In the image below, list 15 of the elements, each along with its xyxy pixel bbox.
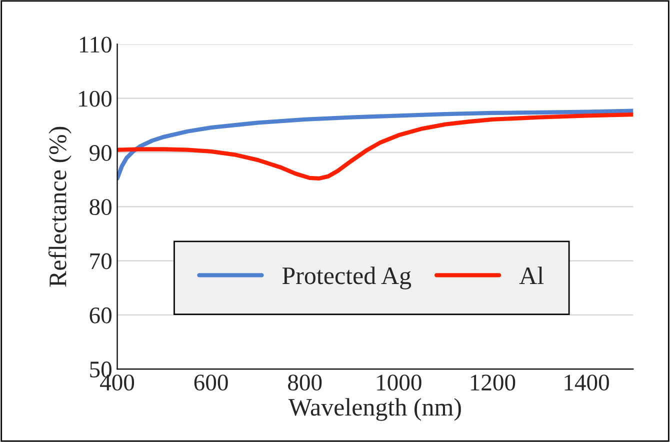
x-tick-label: 1400 (564, 374, 609, 391)
y-tick-label: 70 (90, 253, 112, 270)
legend-label: Protected Ag (282, 266, 412, 290)
y-axis-title: Reflectance (%) (48, 126, 72, 287)
y-tick-label: 60 (90, 307, 112, 324)
y-tick-label: 90 (90, 144, 112, 161)
x-tick-label: 600 (194, 374, 228, 391)
x-axis-title: Wavelength (nm) (288, 398, 461, 421)
y-tick-label: 80 (90, 199, 112, 216)
x-tick-label: 1000 (377, 374, 422, 391)
y-tick-label: 100 (79, 90, 112, 107)
x-tick-label: 800 (288, 374, 322, 391)
y-tick-label: 110 (80, 36, 112, 53)
legend-label: Al (519, 266, 544, 284)
x-tick-label: 1200 (470, 374, 516, 391)
